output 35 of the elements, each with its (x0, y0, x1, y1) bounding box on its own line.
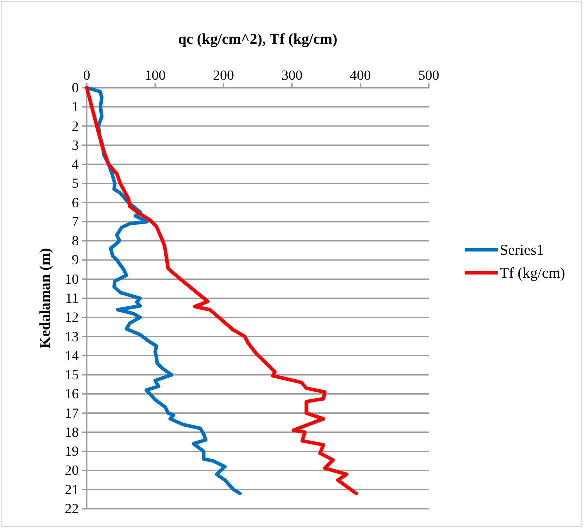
y-tick-label: 12 (65, 311, 79, 326)
x-tick-label: 100 (144, 69, 166, 84)
y-tick-label: 13 (65, 330, 79, 346)
line-series (85, 86, 242, 496)
x-tick-label: 200 (213, 69, 234, 84)
x-tick-label: 500 (418, 69, 440, 84)
y-tick-label: 4 (72, 158, 79, 174)
y-tick-label: 2 (72, 120, 79, 135)
x-axis-title: qc (kg/cm^2), Tf (kg/cm) (178, 32, 338, 48)
x-tick-label: 0 (84, 69, 90, 84)
y-tick-label: 17 (65, 406, 79, 422)
y-tick-label: 5 (72, 177, 79, 192)
y-tick-label: 0 (72, 81, 79, 96)
y-tick-label: 1 (72, 100, 79, 116)
legend-label: Series1 (500, 243, 544, 259)
y-tick-label: 14 (65, 349, 79, 364)
y-tick-label: 22 (65, 502, 79, 518)
x-tick-label: 400 (350, 69, 372, 84)
y-tick-label: 20 (65, 464, 79, 480)
y-tick-label: 15 (65, 368, 79, 384)
y-tick-label: 10 (65, 272, 79, 288)
legend-label: Tf (kg/cm) (500, 266, 566, 282)
y-tick-label: 16 (65, 388, 79, 403)
y-tick-label: 18 (65, 426, 79, 441)
x-tick-label: 300 (282, 69, 303, 84)
y-tick-label: 21 (65, 483, 79, 498)
y-tick-label: 6 (72, 196, 79, 212)
y-tick-label: 3 (72, 138, 79, 154)
y-tick-label: 19 (65, 445, 79, 460)
y-tick-label: 8 (72, 234, 79, 250)
y-tick-label: 7 (72, 215, 79, 230)
y-tick-label: 9 (72, 254, 79, 269)
y-axis-title: Kedalaman (m) (38, 248, 54, 349)
y-tick-label: 11 (66, 292, 79, 307)
line-series (85, 86, 358, 496)
